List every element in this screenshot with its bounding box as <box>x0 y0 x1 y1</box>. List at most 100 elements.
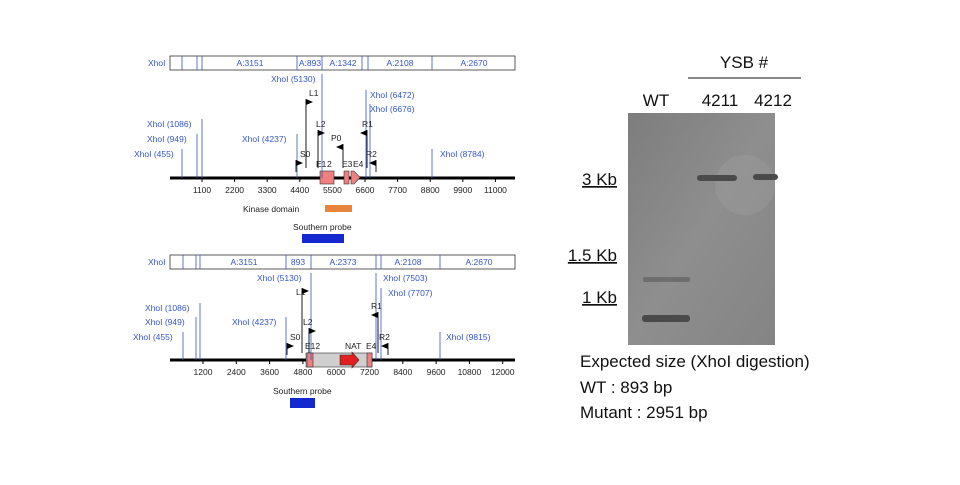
lane-label: 4212 <box>754 91 792 110</box>
probe-label: Southern probe <box>293 222 352 232</box>
site-label: XhoI (6676) <box>370 104 415 114</box>
primer-label: E1 <box>316 159 327 169</box>
axis-tick-label: 2400 <box>227 367 246 377</box>
fragment-label: A:3151 <box>231 257 258 267</box>
primer-label: R1 <box>371 301 382 311</box>
axis-tick-label: 8400 <box>393 367 412 377</box>
gel-panel: YSB # WT 4211 4212 3 Kb 1.5 Kb 1 Kb Expe… <box>568 53 810 422</box>
site-label: XhoI (8784) <box>440 149 485 159</box>
fragment-label: A:893 <box>299 58 321 68</box>
probe-label: Southern probe <box>273 386 332 396</box>
primer-label: L1 <box>296 287 306 297</box>
site-label: XhoI (7707) <box>388 288 433 298</box>
axis-tick-label: 4800 <box>293 367 312 377</box>
exon <box>306 352 314 368</box>
primer-flag <box>309 328 316 334</box>
axis-tick-label: 1200 <box>194 367 213 377</box>
site-label: XhoI (5130) <box>257 273 302 283</box>
axis-tick-label: 2200 <box>225 185 244 195</box>
marker-label: 3 Kb <box>582 170 617 189</box>
site-label: XhoI (455) <box>134 149 174 159</box>
marker-label: 1.5 Kb <box>568 246 617 265</box>
southern-probe <box>302 234 344 243</box>
axis-tick-label: 6600 <box>356 185 375 195</box>
primer-label: 2 <box>327 159 332 169</box>
primer-label: R2 <box>366 149 377 159</box>
primer-label: L2 <box>303 317 313 327</box>
axis-tick-label: 11000 <box>484 185 507 195</box>
fragment-label: A:2670 <box>461 58 488 68</box>
primer-label: R2 <box>379 332 390 342</box>
primer-label: E4 <box>353 159 364 169</box>
axis-tick-label: 10800 <box>458 367 482 377</box>
exon <box>350 170 361 185</box>
axis-tick-label: 1100 <box>193 185 212 195</box>
site-label: XhoI (949) <box>145 317 185 327</box>
kinase-domain-label: Kinase domain <box>243 204 300 214</box>
site-label: XhoI (949) <box>147 134 187 144</box>
primer-label: E4 <box>366 341 377 351</box>
fragment-bar <box>169 55 516 71</box>
primer-label: L1 <box>309 88 319 98</box>
primer-label: S0 <box>290 332 301 342</box>
site-label: XhoI (455) <box>133 332 173 342</box>
fragment-label: A:2670 <box>466 257 493 267</box>
gel-band <box>753 174 778 180</box>
gel-band <box>643 277 690 282</box>
axis-tick-label: 7200 <box>360 367 379 377</box>
axis-tick-label: 3300 <box>258 185 277 195</box>
primer-label: P0 <box>331 133 342 143</box>
axis-tick-label: 9600 <box>427 367 446 377</box>
site-label: XhoI (9815) <box>446 332 491 342</box>
primer-label: L2 <box>316 119 326 129</box>
primer-flag <box>381 343 388 349</box>
axis-tick-label: 12000 <box>491 367 515 377</box>
site-label: XhoI (4237) <box>232 317 277 327</box>
fragment-label: A:2108 <box>387 58 414 68</box>
primer-flag <box>336 144 343 150</box>
gene-box <box>305 352 373 368</box>
primer-flag <box>296 160 303 166</box>
lane-label: WT <box>643 91 669 110</box>
exon <box>366 352 373 368</box>
primer-flag <box>360 130 367 136</box>
primer-label: NAT <box>345 341 361 351</box>
site-label: XhoI (5130) <box>271 74 316 84</box>
gene-map: XhoI A:3151 893 A:2373 A:2108 A:2670 1200 2400 3… <box>133 254 516 408</box>
gel-band <box>642 315 690 322</box>
primer-flag <box>318 130 325 136</box>
site-label: XhoI (4237) <box>242 134 287 144</box>
group-label: YSB # <box>720 53 769 72</box>
primer-flag <box>287 343 294 349</box>
gel-smear <box>715 155 775 215</box>
primer-label: S0 <box>300 149 311 159</box>
caption: Mutant : 2951 bp <box>580 403 708 422</box>
fragment-label: A:1342 <box>330 58 357 68</box>
fragment-bar <box>169 254 516 270</box>
gene-map: XhoI A:3151 A:893 A:1342 A:2108 A:2670 1100 220… <box>134 55 516 243</box>
gel-band <box>697 175 737 181</box>
axis-tick-label: 4400 <box>290 185 309 195</box>
caption: Expected size (XhoI digestion) <box>580 352 810 371</box>
gel-image <box>628 113 775 345</box>
nat-marker <box>339 351 360 369</box>
axis-tick-label: 8800 <box>421 185 440 195</box>
fragment-label: A:2108 <box>395 257 422 267</box>
fragment-label: A:2373 <box>330 257 357 267</box>
exon <box>319 170 335 185</box>
primer-flag <box>302 288 309 294</box>
primer-flag <box>369 160 376 166</box>
primer-flag <box>371 312 378 318</box>
axis-tick-label: 3600 <box>260 367 279 377</box>
exon <box>343 170 350 185</box>
fragment-start-label: XhoI <box>148 257 166 267</box>
axis-tick-label: 7700 <box>388 185 407 195</box>
fragment-label: A:3151 <box>237 58 264 68</box>
caption: WT : 893 bp <box>580 378 672 397</box>
maps: XhoI A:3151 A:893 A:1342 A:2108 A:2670 1100 220… <box>133 55 516 408</box>
lane-label: 4211 <box>702 91 739 110</box>
kinase-domain <box>325 205 352 212</box>
axis-tick-label: 9900 <box>453 185 472 195</box>
axis-tick-label: 6000 <box>327 367 346 377</box>
